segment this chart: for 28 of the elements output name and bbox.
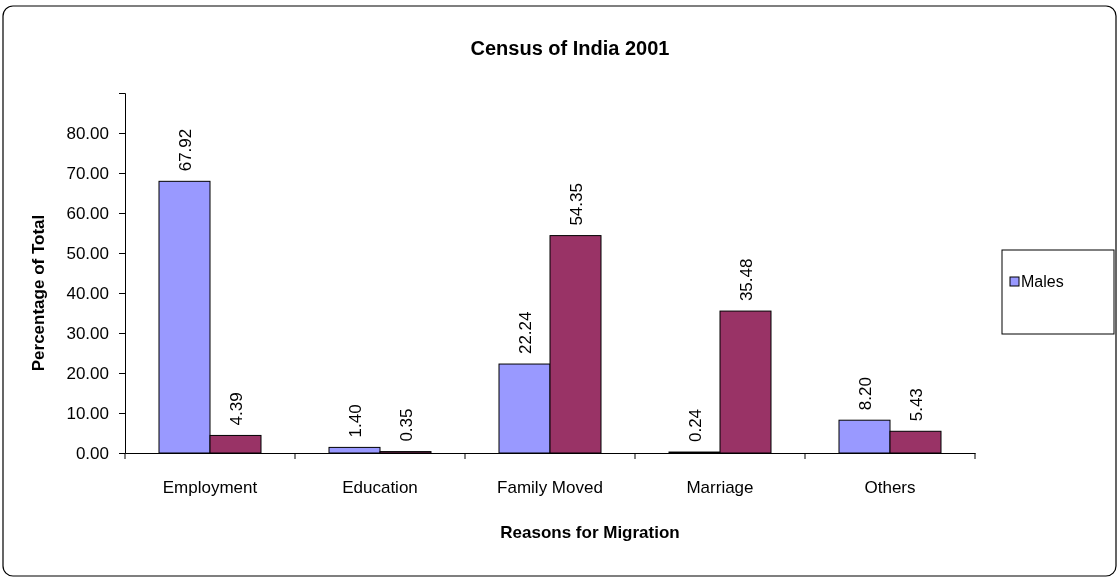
x-tick-label: Family Moved xyxy=(497,478,603,498)
x-tick-label: Education xyxy=(342,478,418,498)
x-tick-label: Employment xyxy=(162,478,258,498)
y-tick-label: 60.00 xyxy=(66,203,109,223)
data-label: 67.92 xyxy=(175,128,195,172)
x-tick-label: Marriage xyxy=(686,478,754,498)
data-label: 35.48 xyxy=(736,258,756,302)
y-tick-label: 70.00 xyxy=(66,163,109,183)
legend-label: Males xyxy=(1021,273,1064,290)
x-tick-label: Others xyxy=(864,478,916,498)
data-label: 54.35 xyxy=(566,183,586,226)
data-label: 5.43 xyxy=(906,388,926,422)
y-tick-label: 0.00 xyxy=(75,443,109,463)
y-tick-label: 80.00 xyxy=(66,123,109,143)
x-axis-title: Reasons for Migration xyxy=(500,523,680,542)
y-axis-title: Percentage of Total xyxy=(29,214,48,372)
data-label: 4.39 xyxy=(226,392,246,426)
chart-title: Census of India 2001 xyxy=(470,37,670,59)
data-label: 22.24 xyxy=(515,311,535,355)
data-label: 8.20 xyxy=(855,377,875,411)
y-tick-label: 50.00 xyxy=(66,243,109,263)
data-label: 0.35 xyxy=(396,408,416,442)
y-tick-label: 20.00 xyxy=(66,363,109,383)
y-tick-label: 40.00 xyxy=(66,283,109,303)
data-label: 0.24 xyxy=(685,408,705,443)
data-label: 1.40 xyxy=(345,404,365,438)
y-tick-label: 30.00 xyxy=(66,323,109,343)
y-tick-label: 10.00 xyxy=(66,403,109,423)
